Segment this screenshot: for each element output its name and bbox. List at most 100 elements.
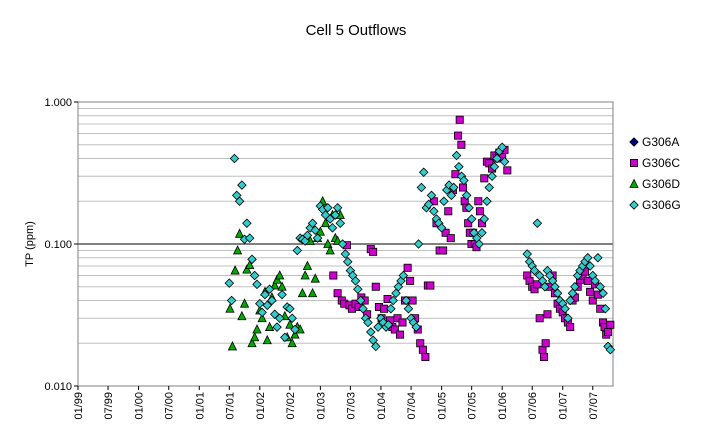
data-point-g306g — [226, 295, 237, 306]
data-point-g306g — [237, 180, 247, 190]
data-point-g306g — [355, 295, 366, 306]
data-point-g306d — [245, 259, 255, 270]
data-point-g306c — [474, 197, 483, 206]
legend-item-g306c: G306C — [630, 156, 680, 170]
data-point-g306c — [533, 280, 542, 289]
data-point-g306d — [300, 270, 310, 280]
y-axis-ticks: 1.000 0.100 0.010 — [44, 97, 78, 393]
data-point-g306g — [461, 190, 472, 201]
x-tick-label: 07/00 — [164, 392, 176, 420]
data-point-g306g — [585, 261, 595, 271]
data-point-g306g — [277, 289, 287, 300]
data-point-g306g — [307, 218, 318, 229]
data-point-g306g — [583, 252, 593, 263]
data-point-g306c — [459, 183, 468, 192]
data-point-g306d — [287, 337, 297, 348]
legend-marker-g306g — [629, 200, 639, 210]
data-point-g306d — [262, 334, 272, 345]
data-point-g306g — [383, 319, 394, 330]
data-point-g306g — [342, 256, 353, 267]
data-point-g306g — [426, 190, 437, 201]
y-tick-label: 1.000 — [44, 97, 72, 109]
data-point-g306g — [529, 265, 540, 276]
data-point-g306g — [477, 227, 487, 238]
data-point-g306c — [406, 276, 415, 285]
legend: G306A G306C G306D G306G — [629, 135, 681, 212]
data-point-g306g — [479, 214, 490, 224]
data-point-g306g — [484, 182, 495, 193]
data-point-g306g — [292, 245, 303, 256]
data-point-g306g — [224, 278, 235, 288]
data-point-g306d — [234, 228, 245, 238]
x-tick-label: 01/05 — [437, 392, 449, 420]
data-point-g306g — [242, 218, 252, 229]
data-point-g306g — [600, 303, 611, 314]
data-point-g306g — [522, 249, 532, 259]
data-point-g306c — [541, 339, 550, 348]
data-point-g306d — [257, 312, 267, 323]
data-point-g306d — [270, 280, 280, 290]
data-point-g306d — [230, 265, 240, 275]
data-point-g306g — [570, 281, 580, 292]
data-point-g306g — [590, 276, 600, 286]
data-point-g306c — [604, 328, 613, 337]
data-point-g306g — [386, 303, 396, 314]
data-point-g306c — [446, 234, 455, 243]
data-point-g306c — [535, 314, 544, 323]
x-tick-label: 07/05 — [467, 392, 479, 420]
legend-label-g306d: G306D — [642, 177, 680, 191]
data-point-g306d — [227, 341, 238, 351]
data-point-g306g — [446, 190, 457, 201]
data-point-g306c — [426, 281, 435, 290]
data-point-g306c — [444, 207, 453, 216]
data-point-g306d — [325, 245, 335, 255]
data-point-g306g — [337, 239, 348, 249]
data-point-g306c — [480, 174, 489, 183]
data-point-g306d — [285, 319, 295, 329]
data-point-g306g — [423, 199, 434, 210]
data-point-g306c — [369, 247, 378, 256]
y-axis-label: TP (ppm) — [24, 221, 36, 267]
data-point-g306g — [340, 249, 351, 259]
data-point-g306g — [550, 281, 560, 292]
x-tick-label: 07/04 — [406, 392, 418, 420]
x-tick-label: 01/04 — [376, 392, 388, 420]
data-point-g306g — [429, 206, 439, 217]
data-point-g306g — [327, 223, 338, 233]
data-point-g306g — [411, 322, 422, 332]
data-point-g306g — [466, 214, 477, 224]
data-point-g306d — [239, 298, 250, 308]
data-point-g306d — [252, 324, 262, 334]
data-point-g306c — [543, 310, 552, 319]
data-point-g306d — [250, 331, 260, 342]
data-point-g306g — [567, 288, 578, 299]
data-point-g306d — [242, 264, 252, 274]
data-point-g306g — [474, 239, 484, 249]
data-point-g306g — [487, 171, 497, 182]
legend-marker-g306a — [629, 137, 639, 147]
x-tick-label: 07/07 — [588, 392, 600, 420]
data-point-g306g — [287, 313, 297, 324]
data-point-g306g — [451, 150, 462, 161]
data-point-g306d — [297, 287, 308, 298]
data-point-g306d — [225, 303, 235, 313]
data-point-g306g — [244, 233, 255, 243]
data-point-g306c — [455, 115, 464, 124]
x-tick-label: 01/06 — [497, 392, 509, 420]
series-g306c — [329, 115, 615, 362]
data-point-g306d — [232, 245, 243, 255]
legend-label-g306g: G306G — [642, 198, 681, 212]
data-point-g306g — [532, 218, 543, 229]
data-point-g306g — [371, 341, 381, 352]
data-point-g306d — [237, 310, 247, 321]
data-point-g306g — [290, 324, 300, 335]
data-points — [224, 115, 616, 362]
x-tick-label: 01/00 — [134, 392, 146, 420]
data-point-g306g — [325, 214, 335, 224]
data-point-g306c — [606, 320, 615, 329]
data-point-g306c — [457, 140, 466, 149]
data-point-g306d — [247, 337, 257, 348]
data-point-g306g — [302, 230, 313, 241]
legend-marker-g306c — [630, 158, 639, 167]
